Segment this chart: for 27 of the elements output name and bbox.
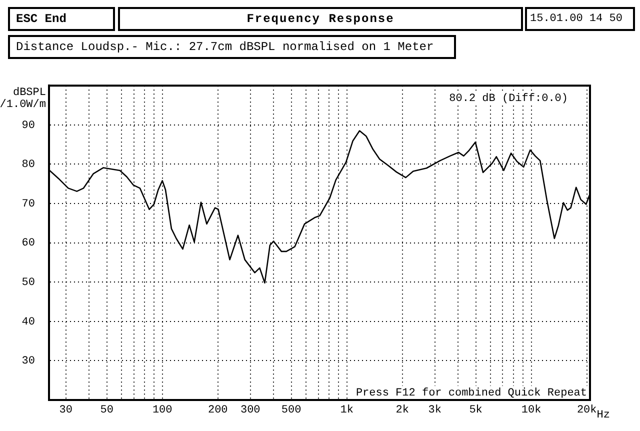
- chart-title: Frequency Response: [118, 7, 523, 31]
- x-tick-label: 100: [152, 404, 172, 417]
- x-tick-label: 5k: [469, 404, 483, 417]
- text: ESC End: [8, 7, 115, 31]
- x-tick-label: 3k: [428, 404, 442, 417]
- y-tick-label: 70: [22, 198, 35, 210]
- y-tick-label: 40: [22, 316, 35, 328]
- x-tick-label: 200: [208, 404, 228, 417]
- x-axis-title: Hz: [596, 409, 610, 422]
- text: 15.01.00 14 50: [525, 7, 635, 31]
- x-tick-label: 2k: [396, 404, 410, 417]
- x-tick-label: 20k: [576, 404, 598, 417]
- y-tick-label: 50: [22, 277, 35, 290]
- x-tick-label: 50: [100, 404, 114, 417]
- text: Distance Loudsp.- Mic.: 27.7cm dBSPL normalised on 1 Meter: [8, 35, 456, 59]
- annotation: 80.2 dB (Diff:0.0): [449, 93, 568, 106]
- annotation: Press F12 for combined Quick Repeat: [356, 387, 587, 400]
- x-tick-label: 300: [240, 404, 260, 417]
- x-tick-label: 1k: [340, 404, 354, 417]
- y-tick-label: 90: [22, 120, 35, 132]
- x-tick-label: 10k: [521, 404, 542, 417]
- x-tick-label: 500: [281, 404, 302, 417]
- y-tick-label: 60: [22, 238, 35, 250]
- y-axis-title: dBSPL /1.0W/m: [0, 87, 46, 112]
- y-tick-label: 30: [22, 356, 35, 368]
- x-tick-label: 30: [59, 404, 72, 417]
- y-tick-label: 80: [22, 159, 35, 172]
